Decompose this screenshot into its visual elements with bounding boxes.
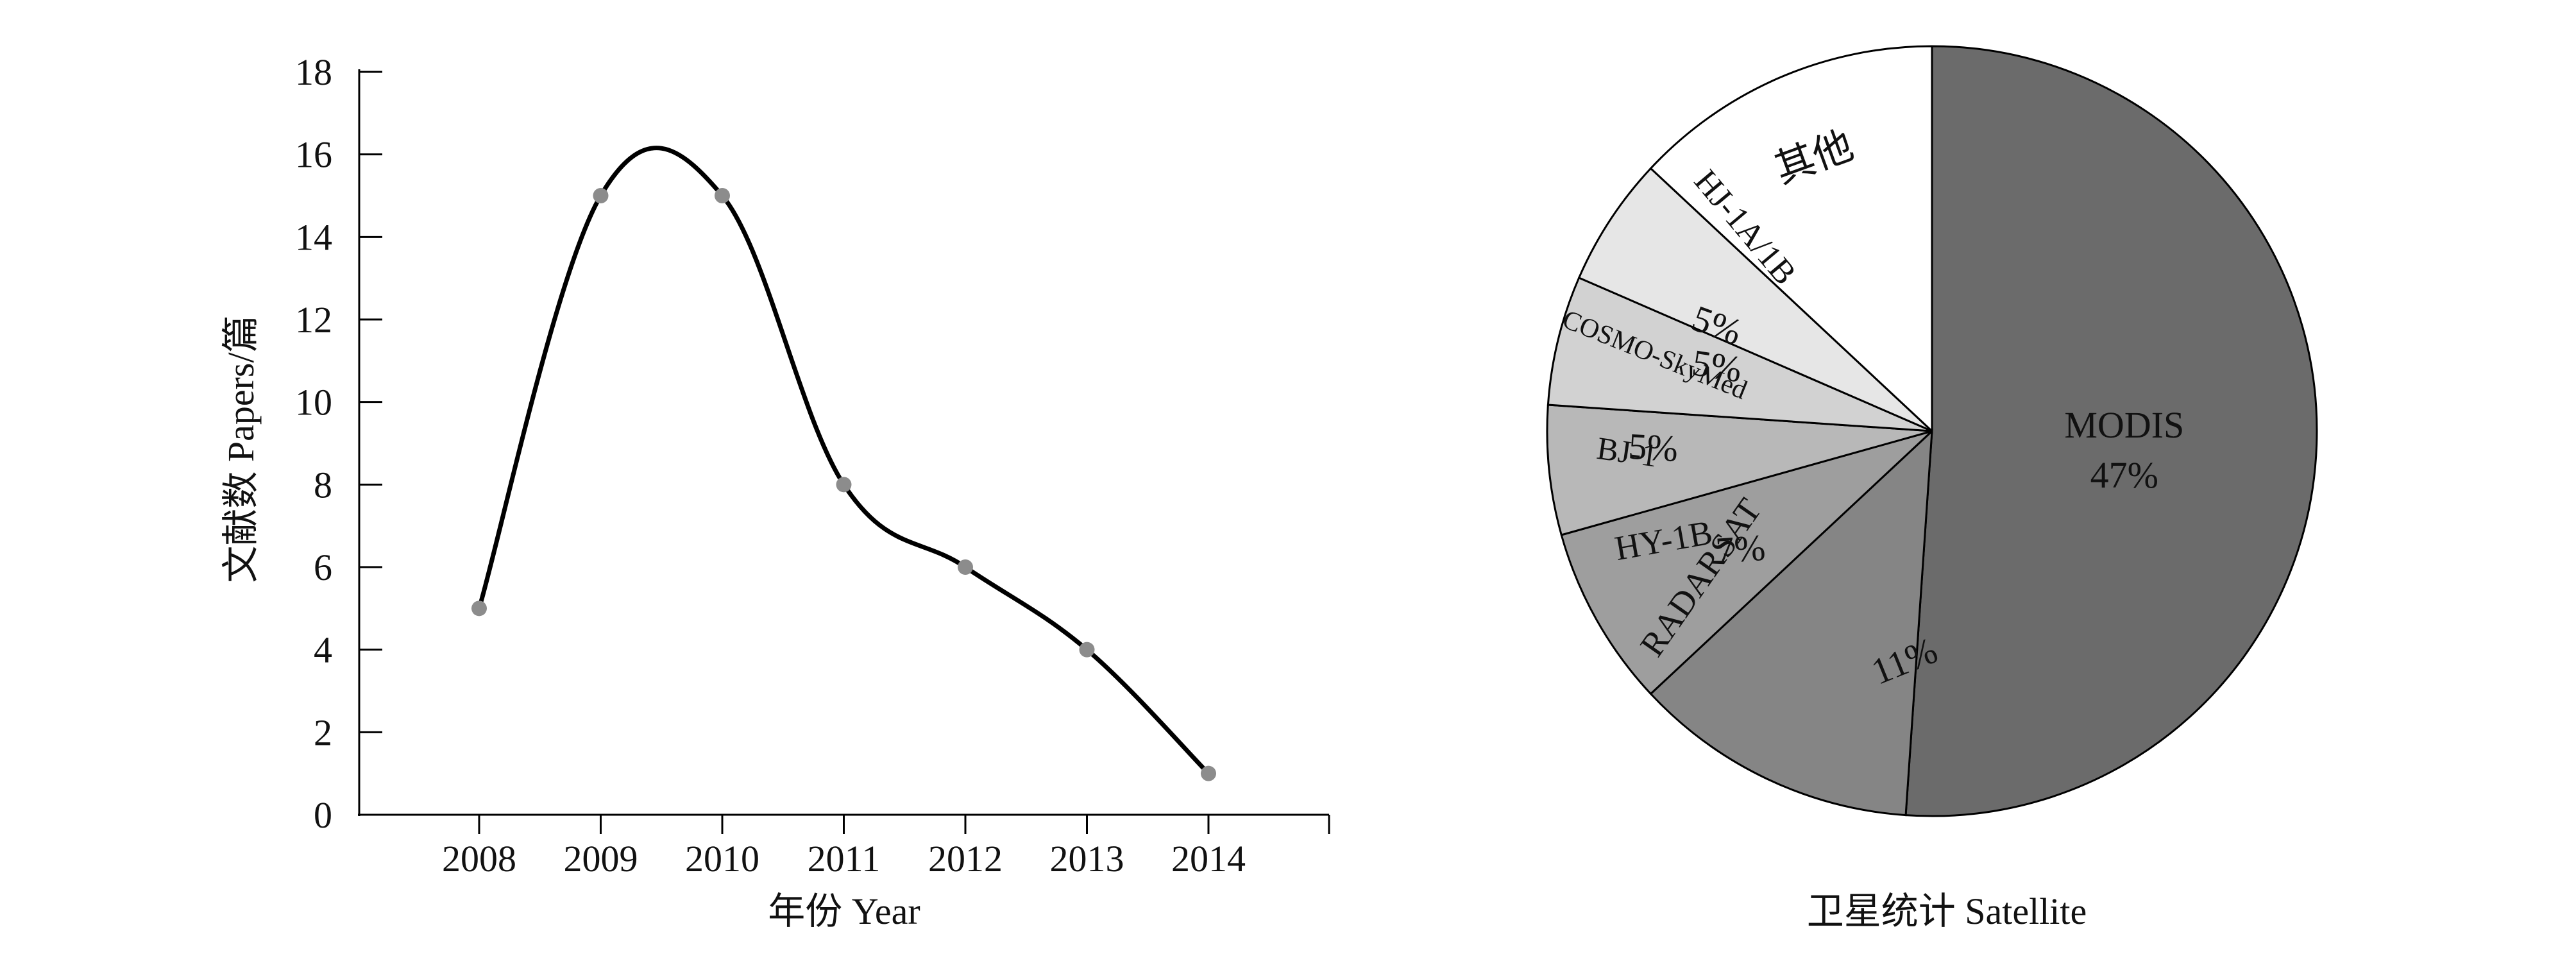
series-points [471, 188, 1216, 781]
y-tick-label: 12 [295, 299, 332, 341]
pie-slice-percent: 5% [1627, 425, 1679, 470]
pie-slice-label: BJ-1 [1595, 430, 1659, 474]
pie-slice [1546, 276, 1933, 432]
data-point [1079, 642, 1095, 658]
y-tick-label: 4 [314, 629, 332, 671]
y-tick-label: 0 [314, 794, 332, 836]
y-axis-ticks: 0 2 4 6 8 10 12 14 16 18 [295, 51, 382, 836]
x-axis-ticks: 2008 2009 2010 2011 2012 2013 2014 [442, 815, 1246, 880]
y-tick-label: 14 [295, 216, 332, 258]
pie-slice-percent: 7% [1715, 527, 1767, 572]
x-tick-label: 2014 [1171, 838, 1246, 880]
y-axis-label: 文献数 Papers/篇 [220, 315, 262, 583]
x-tick-label: 2013 [1050, 838, 1124, 880]
pie-slice-percent: 5% [1690, 341, 1745, 390]
y-tick-label: 10 [295, 382, 332, 423]
pie-slice [1649, 45, 1933, 434]
pie-slice [1577, 167, 1933, 432]
pie-slice-percent: 47% [2090, 454, 2158, 496]
data-point [471, 600, 487, 617]
data-point [715, 188, 730, 203]
x-tick-label: 2009 [564, 838, 638, 880]
y-tick-label: 16 [295, 134, 332, 176]
pie-chart-caption: 卫星统计 Satellite [1807, 890, 2087, 932]
pie-slices [1546, 45, 2318, 817]
data-point [593, 188, 609, 203]
x-tick-label: 2012 [928, 838, 1003, 880]
x-axis-label: 年份 Year [768, 890, 920, 932]
data-point [1201, 765, 1216, 781]
pie-slice [1904, 45, 2318, 817]
y-tick-label: 18 [295, 51, 332, 93]
x-tick-label: 2010 [685, 838, 759, 880]
pie-slice [1560, 430, 1933, 695]
data-point [958, 559, 973, 575]
data-point [836, 477, 852, 493]
x-tick-label: 2008 [442, 838, 516, 880]
y-tick-label: 2 [314, 711, 332, 753]
series-line [477, 146, 1210, 776]
x-tick-label: 2011 [808, 838, 881, 880]
y-tick-label: 6 [314, 547, 332, 588]
pie-slice-label: MODIS [2064, 404, 2184, 446]
pie-slice [1649, 429, 1933, 817]
line-chart-axes [358, 69, 1330, 834]
pie-slice [1546, 404, 1933, 536]
y-tick-label: 8 [314, 464, 332, 506]
line-chart: 0 2 4 6 8 10 12 14 16 18 2008 2009 2010 2011 2012 2013… [220, 51, 1330, 932]
